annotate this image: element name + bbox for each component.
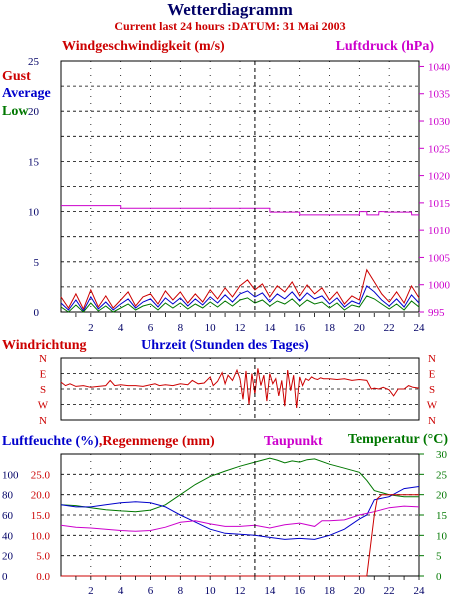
pressure-ytick-7: 1030: [428, 116, 451, 128]
direction-frame: [60, 357, 420, 421]
pressure-ytick-5: 1020: [428, 171, 451, 183]
wind-xtick-8: 18: [324, 322, 336, 334]
rain-ytick-2: 10.0: [31, 530, 51, 542]
humidity-ytick-1: 20: [2, 551, 14, 563]
wind-ytick-5: 25: [28, 56, 40, 68]
humidity-ytick-5: 100: [2, 469, 19, 481]
direction-ytick-left-4: N: [39, 353, 47, 365]
climate-xtick-11: 24: [414, 585, 426, 597]
climate-xtick-9: 20: [354, 585, 366, 597]
pressure-ytick-6: 1025: [428, 143, 451, 155]
wind-xtick-0: 2: [88, 322, 94, 334]
wind-series-gust: [60, 268, 420, 311]
climate-xtick-0: 2: [88, 585, 94, 597]
wind-xtick-3: 8: [178, 322, 184, 334]
pressure-ytick-8: 1035: [428, 89, 451, 101]
humidity-rain-title-text: Luftfeuchte (%): [2, 434, 99, 449]
pressure-ytick-3: 1010: [428, 225, 451, 237]
pressure-ytick-2: 1005: [428, 252, 451, 264]
temperature-title: Temperatur (°C): [348, 432, 448, 447]
climate-xtick-2: 6: [148, 585, 154, 597]
direction-ytick-right-4: N: [428, 353, 436, 365]
rain-ytick-0: 0.0: [36, 571, 50, 583]
wind-xtick-2: 6: [148, 322, 154, 334]
pressure-ytick-1: 1000: [428, 280, 451, 292]
direction-ytick-right-3: E: [429, 369, 436, 381]
direction-ytick-left-0: N: [39, 415, 47, 427]
wind-xtick-1: 4: [118, 322, 124, 334]
wind-series-average: [60, 285, 420, 312]
rain-title-text: ,Regenmenge (mm): [99, 434, 215, 449]
wind-ytick-2: 10: [28, 207, 40, 219]
climate-xtick-8: 18: [324, 585, 336, 597]
climate-xtick-6: 14: [264, 585, 276, 597]
wind-xtick-9: 20: [354, 322, 366, 334]
wind-ytick-0: 0: [34, 307, 40, 319]
climate-xtick-5: 12: [235, 585, 246, 597]
climate-frame: [60, 453, 420, 577]
pressure-ytick-4: 1015: [428, 198, 451, 210]
wind-ytick-3: 15: [28, 156, 40, 168]
rain-ytick-5: 25.0: [31, 469, 51, 481]
climate-xtick-10: 22: [384, 585, 395, 597]
legend-gust: Gust: [2, 69, 31, 84]
wind-xtick-4: 10: [205, 322, 217, 334]
pressure-ytick-9: 1040: [428, 61, 451, 73]
chart-subtitle: Current last 24 hours :DATUM: 31 Mai 200…: [114, 19, 345, 33]
climate-series-taupunkt: [60, 505, 420, 532]
direction-ytick-right-0: N: [428, 415, 436, 427]
wind-xtick-11: 24: [414, 322, 426, 334]
climate-series-regenmenge: [61, 494, 419, 577]
temperature-ytick-6: 30: [436, 449, 448, 461]
wind-speed-title: Windgeschwindigkeit (m/s): [62, 39, 225, 54]
chart-title: Wetterdiagramm: [167, 0, 293, 19]
direction-ytick-left-3: E: [40, 369, 47, 381]
climate-series-luftfeuchte: [60, 486, 420, 540]
rain-ytick-3: 15.0: [31, 510, 51, 522]
direction-ytick-left-1: W: [38, 400, 49, 412]
dewpoint-title: Taupunkt: [264, 434, 323, 449]
rain-ytick-1: 5.0: [36, 551, 50, 563]
temperature-ytick-4: 20: [436, 490, 448, 502]
wind-xtick-7: 16: [294, 322, 306, 334]
wind-series-low: [60, 295, 420, 313]
wind-xtick-6: 14: [264, 322, 276, 334]
temperature-ytick-5: 25: [436, 469, 448, 481]
climate-series-temperatur: [60, 457, 419, 513]
humidity-rain-title: Luftfeuchte (%),Regenmenge (mm): [2, 434, 215, 449]
humidity-ytick-4: 80: [2, 490, 14, 502]
wind-direction-title: Windrichtung: [2, 338, 87, 353]
wind-xtick-10: 22: [384, 322, 395, 334]
pressure-ytick-0: 995: [428, 307, 445, 319]
direction-ytick-right-2: S: [429, 384, 435, 396]
legend-average: Average: [2, 86, 51, 101]
time-axis-title: Uhrzeit (Stunden des Tages): [141, 338, 309, 353]
climate-xtick-3: 8: [178, 585, 184, 597]
humidity-ytick-2: 40: [2, 530, 14, 542]
legend-low: Low: [2, 104, 29, 119]
direction-ytick-right-1: W: [427, 400, 438, 412]
temperature-ytick-2: 10: [436, 530, 448, 542]
wind-series-luftdruck: [61, 205, 419, 216]
direction-series: [60, 368, 420, 408]
rain-ytick-4: 20.0: [31, 490, 51, 502]
humidity-ytick-0: 0: [2, 571, 8, 583]
climate-xtick-7: 16: [294, 585, 306, 597]
wind-ytick-1: 5: [34, 257, 40, 269]
humidity-ytick-3: 60: [2, 510, 14, 522]
direction-ytick-left-2: S: [40, 384, 46, 396]
pressure-title: Luftdruck (hPa): [336, 39, 435, 54]
wind-ytick-4: 20: [28, 106, 40, 118]
climate-xtick-4: 10: [205, 585, 217, 597]
temperature-ytick-0: 0: [436, 571, 442, 583]
temperature-ytick-1: 5: [436, 551, 442, 563]
climate-xtick-1: 4: [118, 585, 124, 597]
wind-xtick-5: 12: [235, 322, 246, 334]
temperature-ytick-3: 15: [436, 510, 448, 522]
chart-panels: 0510152025995100010051010101510201025103…: [2, 56, 451, 597]
